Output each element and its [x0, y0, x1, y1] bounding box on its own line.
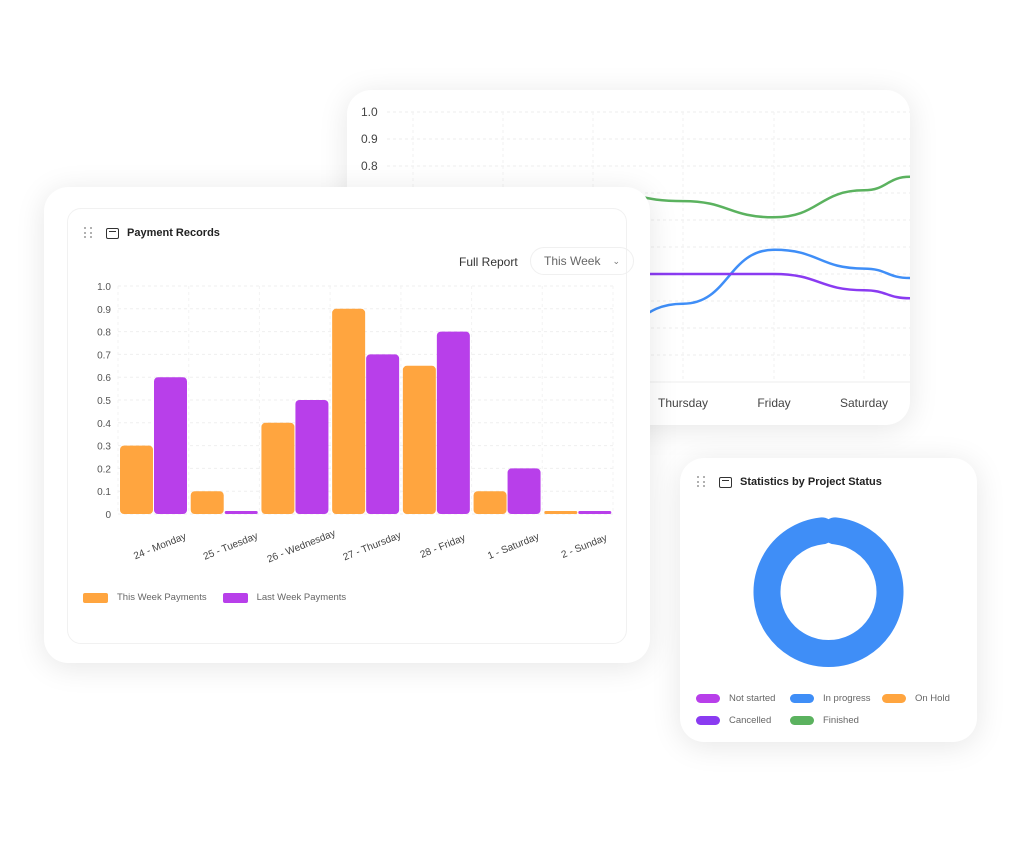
- legend-swatch-this-week: [83, 592, 108, 603]
- payment-records-title: Payment Records: [127, 227, 220, 239]
- donut-legend-row-2: Cancelled Finished: [696, 715, 859, 726]
- x-tick-label: Friday: [757, 396, 790, 410]
- full-report-link[interactable]: Full Report: [459, 255, 518, 269]
- legend-label-last-week: Last Week Payments: [256, 592, 347, 603]
- y-tick-label: 0.8: [97, 328, 111, 339]
- x-tick-label: 1 - Saturday: [486, 531, 541, 562]
- y-tick-label: 0.9: [361, 132, 378, 146]
- bar-last-week: [507, 468, 541, 514]
- y-tick-label: 0: [105, 510, 111, 521]
- legend-label-this-week: This Week Payments: [117, 592, 207, 603]
- bar-last-week: [224, 511, 258, 514]
- bar-legend: This Week Payments Last Week Payments: [83, 592, 346, 603]
- legend-label-finished: Finished: [823, 715, 859, 726]
- project-status-title: Statistics by Project Status: [740, 476, 882, 488]
- bar-last-week: [295, 400, 329, 514]
- bar-this-week: [544, 511, 578, 514]
- drag-handle-icon[interactable]: [697, 476, 705, 488]
- x-tick-label: 24 - Monday: [132, 531, 188, 562]
- period-dropdown[interactable]: This Week ⌄: [530, 247, 634, 275]
- bar-last-week: [436, 331, 470, 514]
- bar-chart: 0 0.1 0.2 0.3 0.4 0.5 0.6 0.7 0.8 0.9 1.0 24 - Mond…: [97, 282, 614, 565]
- bar-last-week: [366, 354, 400, 514]
- y-tick-label: 0.1: [97, 487, 111, 498]
- drag-handle-icon[interactable]: [84, 227, 92, 239]
- y-tick-label: 0.7: [97, 350, 111, 361]
- bar-this-week: [473, 491, 507, 514]
- x-tick-label: 28 - Friday: [419, 533, 467, 561]
- bar-last-week: [578, 511, 612, 514]
- legend-label-on-hold: On Hold: [915, 693, 950, 704]
- x-tick-label: Thursday: [658, 396, 708, 410]
- y-tick-label: 0.9: [97, 305, 111, 316]
- bar-last-week: [154, 377, 187, 514]
- period-value: This Week: [544, 254, 601, 268]
- bar-this-week: [261, 422, 295, 514]
- donut-legend-row-1: Not started In progress On Hold: [696, 693, 950, 704]
- y-tick-label: 0.4: [97, 419, 111, 430]
- legend-swatch-on-hold: [882, 694, 906, 703]
- payment-records-card: Payment Records Full Report This Week ⌄ …: [44, 187, 650, 663]
- legend-swatch-finished: [790, 716, 814, 725]
- legend-swatch-not-started: [696, 694, 720, 703]
- x-tick-label: Saturday: [840, 396, 888, 410]
- x-tick-label: 2 - Sunday: [560, 533, 609, 561]
- bar-this-week: [190, 491, 224, 514]
- line-series-0: [592, 175, 910, 219]
- legend-swatch-last-week: [222, 592, 248, 603]
- donut-chart: [753, 517, 904, 667]
- line-series-2: [593, 272, 910, 300]
- legend-swatch-cancelled: [696, 716, 720, 725]
- project-status-header: Statistics by Project Status: [697, 476, 882, 488]
- chevron-down-icon: ⌄: [612, 255, 621, 266]
- line-chart: 0.8 0.9 1.0 Thursday Friday Saturday: [347, 105, 910, 410]
- legend-label-cancelled: Cancelled: [729, 715, 772, 726]
- payment-records-header: Payment Records: [84, 227, 220, 239]
- y-tick-label: 0.2: [97, 464, 111, 475]
- bar-this-week: [332, 308, 366, 514]
- legend-label-in-progress: In progress: [823, 693, 871, 704]
- x-tick-label: 26 - Wednesday: [266, 528, 337, 565]
- donut-slice: [753, 517, 904, 667]
- y-tick-label: 1.0: [361, 105, 378, 119]
- y-tick-label: 0.3: [97, 442, 111, 453]
- legend-label-not-started: Not started: [729, 693, 776, 704]
- payment-records-panel: Payment Records Full Report This Week ⌄ …: [67, 208, 634, 644]
- y-tick-label: 0.5: [97, 396, 111, 407]
- bar-this-week: [402, 365, 436, 514]
- x-tick-label: 27 - Thursday: [342, 530, 403, 563]
- project-status-card: Statistics by Project Status Not started…: [680, 458, 977, 742]
- x-tick-label: 25 - Tuesday: [202, 531, 260, 563]
- report-icon: [719, 476, 732, 488]
- y-tick-label: 0.6: [97, 373, 111, 384]
- y-tick-label: 0.8: [361, 159, 378, 173]
- y-tick-label: 1.0: [97, 282, 111, 293]
- bar-this-week: [120, 445, 153, 514]
- card-icon: [106, 227, 119, 239]
- legend-swatch-in-progress: [790, 694, 814, 703]
